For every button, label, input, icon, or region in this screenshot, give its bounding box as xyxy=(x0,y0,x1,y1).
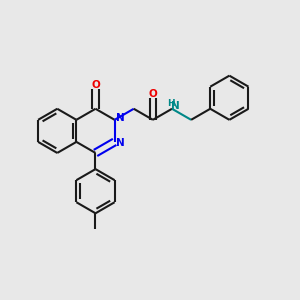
Text: O: O xyxy=(149,89,158,99)
Text: H: H xyxy=(167,99,174,108)
Text: N: N xyxy=(171,101,179,111)
Text: N: N xyxy=(116,113,124,123)
Text: O: O xyxy=(91,80,100,90)
Text: N: N xyxy=(116,138,124,148)
